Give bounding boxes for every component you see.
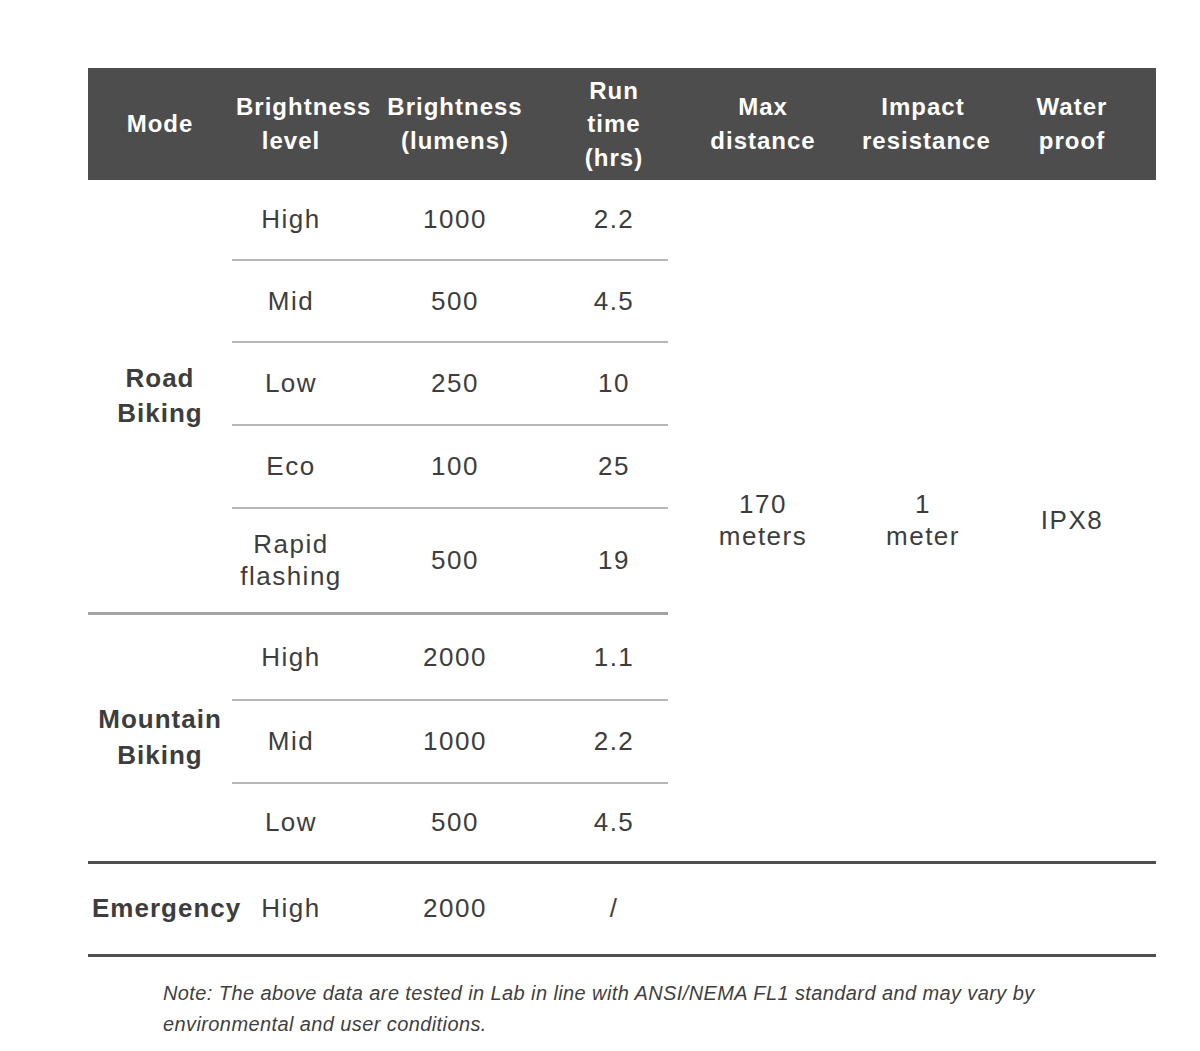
table-row: Emergency High 2000 /: [88, 862, 1156, 955]
level-cell: Mid: [232, 700, 350, 783]
runtime-cell: 2.2: [560, 700, 668, 783]
lumens-cell: 250: [350, 342, 560, 425]
level-cell: High: [232, 613, 350, 700]
lumens-cell: 1000: [350, 700, 560, 783]
level-cell: Low: [232, 342, 350, 425]
table-row: Road Biking High 1000 2.2 170 meters 1 m…: [88, 180, 1156, 260]
col-header-water-proof: Water proof: [988, 68, 1156, 180]
runtime-cell: /: [560, 862, 668, 955]
empty-cell: [988, 862, 1156, 955]
col-header-max-distance: Max distance: [668, 68, 858, 180]
runtime-cell: 1.1: [560, 613, 668, 700]
col-header-impact-resistance: Impact resistance: [858, 68, 988, 180]
spec-sheet-page: Mode Brightness level Brightness (lumens…: [0, 0, 1200, 1051]
col-header-brightness-lumens: Brightness (lumens): [350, 68, 560, 180]
lumens-cell: 500: [350, 260, 560, 342]
level-cell: Eco: [232, 425, 350, 508]
header-row: Mode Brightness level Brightness (lumens…: [88, 68, 1156, 180]
col-header-run-time: Run time (hrs): [560, 68, 668, 180]
runtime-cell: 10: [560, 342, 668, 425]
runtime-cell: 2.2: [560, 180, 668, 260]
shared-impact-resistance-cell: 1 meter: [858, 180, 988, 862]
footnote: Note: The above data are tested in Lab i…: [163, 978, 1123, 1040]
lumens-cell: 1000: [350, 180, 560, 260]
lumens-cell: 2000: [350, 862, 560, 955]
runtime-cell: 25: [560, 425, 668, 508]
shared-water-proof-cell: IPX8: [988, 180, 1156, 862]
level-cell: High: [232, 180, 350, 260]
lumens-cell: 500: [350, 783, 560, 862]
empty-cell: [668, 862, 858, 955]
lumens-cell: 100: [350, 425, 560, 508]
mode-cell-mountain-biking: Mountain Biking: [88, 613, 232, 862]
runtime-cell: 4.5: [560, 260, 668, 342]
level-cell: Rapid flashing: [232, 508, 350, 613]
level-cell: High: [232, 862, 350, 955]
col-header-mode: Mode: [88, 68, 232, 180]
shared-max-distance-cell: 170 meters: [668, 180, 858, 862]
runtime-cell: 4.5: [560, 783, 668, 862]
level-cell: Low: [232, 783, 350, 862]
bike-light-spec-table: Mode Brightness level Brightness (lumens…: [88, 68, 1156, 957]
empty-cell: [858, 862, 988, 955]
level-cell: Mid: [232, 260, 350, 342]
mode-cell-emergency: Emergency: [88, 862, 232, 955]
lumens-cell: 500: [350, 508, 560, 613]
mode-cell-road-biking: Road Biking: [88, 180, 232, 613]
lumens-cell: 2000: [350, 613, 560, 700]
runtime-cell: 19: [560, 508, 668, 613]
col-header-brightness-level: Brightness level: [232, 68, 350, 180]
